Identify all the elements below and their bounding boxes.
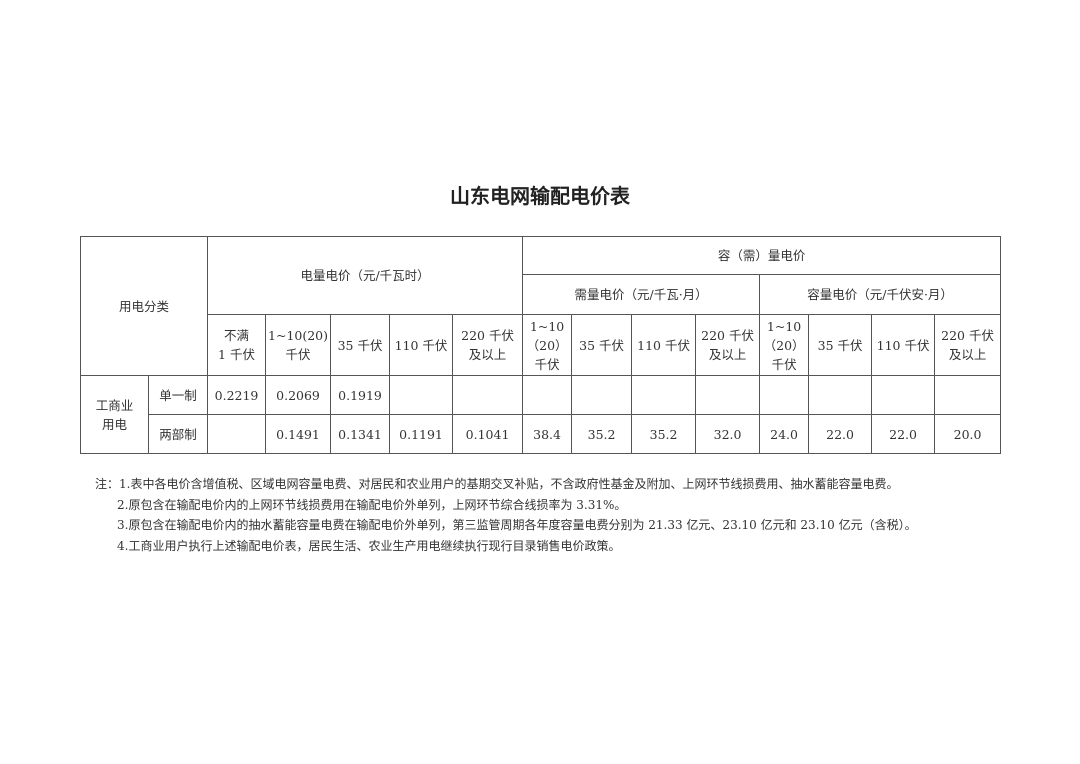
row-label: 两部制: [147, 414, 209, 454]
note-4: 4.工商业用户执行上述输配电价表，居民生活、农业生产用电继续执行现行目录销售电价…: [117, 538, 621, 553]
voltage-level-line: 35 千伏: [817, 337, 863, 353]
price-cell: 24.0: [759, 414, 810, 454]
voltage-level-line: 及以上: [468, 347, 507, 362]
note-3: 3.原包含在输配电价内的抽水蓄能容量电费在输配电价外单列，第三监管周期各年度容量…: [117, 518, 917, 532]
price-cell: [571, 375, 633, 415]
energy-voltage-level: 110 千伏: [389, 314, 454, 376]
capacity-voltage-level: 110 千伏: [871, 314, 936, 376]
price-cell: 0.1041: [452, 414, 524, 454]
demand-voltage-level: 110 千伏: [631, 314, 697, 376]
price-cell: [522, 375, 573, 415]
voltage-level-line: 千伏: [285, 347, 311, 362]
capacity-demand-header: 容（需）量电价: [522, 236, 1002, 275]
voltage-level-line: 110 千伏: [394, 337, 448, 353]
group-label-line: 工商业: [95, 397, 134, 413]
energy-voltage-level: 220 千伏 及以上: [452, 314, 524, 376]
demand-voltage-level: 220 千伏 及以上: [695, 314, 761, 376]
price-cell: [808, 375, 873, 415]
group-label-line: 用电: [101, 416, 127, 432]
price-cell: 0.1491: [265, 414, 332, 454]
voltage-level-line: 220 千伏: [701, 328, 754, 343]
voltage-level-line: 1~10: [766, 318, 802, 334]
page-title: 山东电网输配电价表: [450, 184, 630, 208]
voltage-level-line: 及以上: [948, 347, 987, 362]
voltage-level-line: 1 千伏: [218, 347, 255, 362]
voltage-level-line: 110 千伏: [876, 337, 930, 353]
price-cell: 20.0: [934, 414, 1002, 454]
voltage-level-line: 35 千伏: [579, 337, 625, 353]
voltage-level-line: 220 千伏: [461, 328, 514, 343]
voltage-level-line: 35 千伏: [337, 337, 383, 353]
voltage-level-line: 1~10(20): [268, 328, 329, 343]
price-cell: 0.2219: [207, 375, 267, 415]
demand-voltage-level: 35 千伏: [571, 314, 633, 376]
voltage-level-line: （20）: [763, 337, 805, 353]
price-cell: [759, 375, 810, 415]
price-table: 用电分类 电量电价（元/千瓦时） 容（需）量电价 需量电价（元/千瓦·月） 容量…: [79, 236, 1002, 454]
price-cell: [452, 375, 524, 415]
capacity-voltage-level: 1~10 （20） 千伏: [759, 314, 810, 376]
group-label: 工商业 用电: [80, 375, 149, 454]
price-cell: 38.4: [522, 414, 573, 454]
price-cell: 22.0: [871, 414, 936, 454]
notes: 注：1.表中各电价含增值税、区域电网容量电费、对居民和农业用户的基期交叉补贴，不…: [95, 474, 917, 556]
table-row: 两部制 0.1491 0.1341 0.1191 0.1041 38.4 35.2 35.2 3…: [81, 414, 1002, 454]
energy-price-header: 电量电价（元/千瓦时）: [207, 236, 524, 315]
price-cell: 35.2: [571, 414, 633, 454]
capacity-price-header: 容量电价（元/千伏安·月）: [759, 274, 1002, 315]
voltage-level-line: 220 千伏: [941, 328, 994, 343]
price-cell: [207, 414, 267, 454]
price-cell: 35.2: [631, 414, 697, 454]
voltage-level-line: 不满: [224, 328, 250, 343]
energy-voltage-level: 35 千伏: [330, 314, 391, 376]
demand-voltage-level: 1~10 （20） 千伏: [522, 314, 573, 376]
voltage-level-line: 千伏: [534, 356, 560, 372]
voltage-level-line: 及以上: [708, 347, 747, 362]
category-header: 用电分类: [79, 236, 209, 376]
voltage-level-line: （20）: [526, 337, 568, 353]
price-cell: 0.1919: [330, 375, 391, 415]
voltage-level-line: 110 千伏: [637, 337, 690, 353]
voltage-level-line: 1~10: [529, 318, 565, 334]
capacity-voltage-level: 220 千伏 及以上: [934, 314, 1002, 376]
price-cell: [695, 375, 761, 415]
price-cell: 0.1341: [330, 414, 391, 454]
note-1: 注：1.表中各电价含增值税、区域电网容量电费、对居民和农业用户的基期交叉补贴，不…: [95, 477, 899, 491]
price-cell: [389, 375, 454, 415]
table-row: 工商业 用电 单一制 0.2219 0.2069 0.1919: [80, 375, 1002, 454]
energy-voltage-level: 不满 1 千伏: [207, 314, 267, 376]
row-label: 单一制: [147, 375, 209, 415]
price-cell: 22.0: [808, 414, 873, 454]
note-2: 2.原包含在输配电价内的上网环节线损费用在输配电价外单列，上网环节综合线损率为 …: [117, 497, 627, 512]
energy-voltage-level: 1~10(20) 千伏: [265, 314, 332, 376]
price-cell: 0.1191: [389, 414, 454, 454]
demand-price-header: 需量电价（元/千瓦·月）: [522, 274, 761, 315]
capacity-voltage-level: 35 千伏: [808, 314, 873, 376]
price-cell: 32.0: [695, 414, 761, 454]
price-cell: 0.2069: [265, 375, 332, 415]
price-cell: [631, 375, 697, 415]
price-cell: [871, 375, 936, 415]
voltage-level-line: 千伏: [771, 356, 797, 372]
price-cell: [934, 375, 1002, 415]
